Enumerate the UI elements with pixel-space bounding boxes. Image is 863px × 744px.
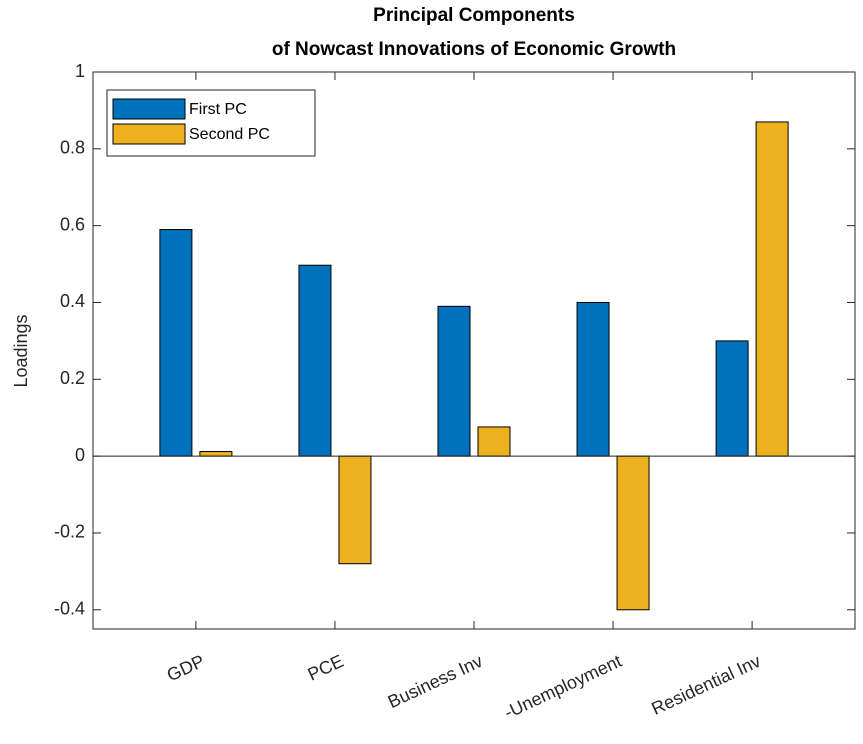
chart-title: of Nowcast Innovations of Economic Growt… [272, 39, 676, 60]
legend-text: Second PC [189, 126, 270, 143]
y-tick-label: -0.4 [54, 599, 85, 619]
legend-swatch [112, 98, 186, 120]
bar [715, 340, 749, 457]
y-tick-label: 0.2 [60, 368, 85, 388]
x-tick-label: Business Inv [385, 651, 486, 712]
bar [199, 451, 233, 457]
bar [159, 228, 193, 457]
bar [616, 455, 650, 611]
legend-swatch [112, 123, 186, 145]
y-tick-label: 0 [75, 445, 85, 465]
x-tick-label: PCE [305, 651, 347, 685]
chart-title: Principal Components [373, 5, 575, 26]
y-axis-label: Loadings [11, 314, 31, 387]
bar [437, 305, 471, 457]
legend-text: First PC [189, 101, 247, 118]
y-tick-label: -0.2 [54, 522, 85, 542]
bar [298, 264, 332, 457]
y-tick-label: 0.8 [60, 138, 85, 158]
x-tick-label: Residential Inv [648, 651, 763, 719]
x-tick-label: GDP [164, 651, 208, 686]
x-tick-label: -Unemployment [501, 651, 625, 723]
bar [755, 121, 789, 457]
axes-box [92, 71, 856, 630]
bar [338, 455, 372, 565]
y-tick-label: 0.4 [60, 291, 85, 311]
bar [477, 426, 511, 457]
y-tick-label: 1 [75, 61, 85, 81]
y-tick-label: 0.6 [60, 214, 85, 234]
bar [576, 301, 610, 457]
